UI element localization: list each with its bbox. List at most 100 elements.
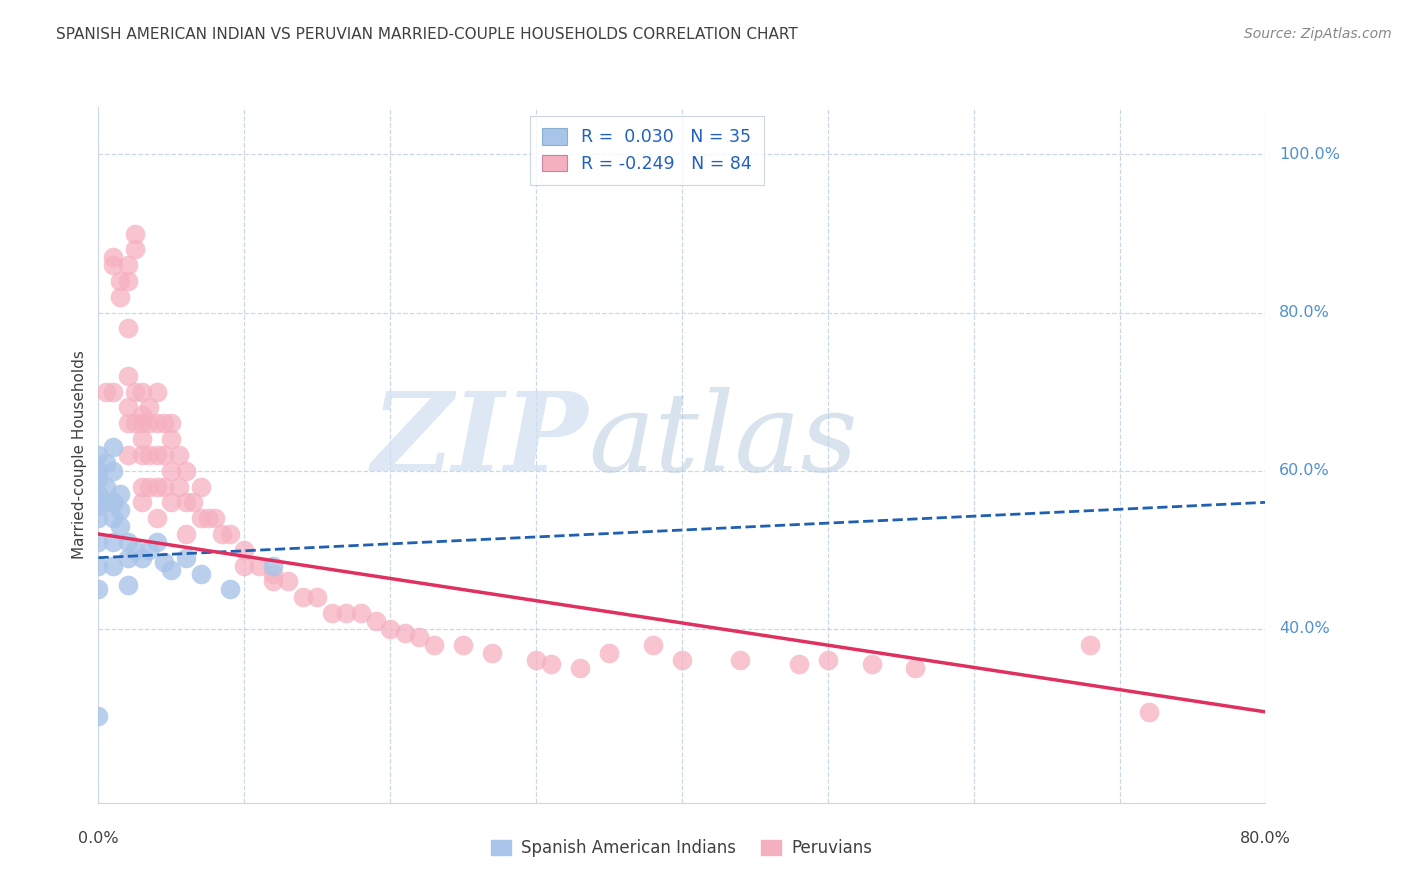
Point [160,563,183,577]
Point [153,417,176,431]
Point [124,227,146,241]
Point [146,417,169,431]
Point [101,250,124,264]
Text: Source: ZipAtlas.com: Source: ZipAtlas.com [1244,27,1392,41]
Point [124,417,146,431]
Point [204,511,226,525]
Point [146,448,169,462]
Point [160,417,183,431]
Point [174,495,197,509]
Point [94,384,117,399]
Point [117,448,139,462]
Point [153,555,176,569]
Point [138,542,160,557]
Point [101,495,124,509]
Point [131,409,153,423]
Point [321,606,343,620]
Point [671,653,693,667]
Point [394,625,416,640]
Point [117,321,139,335]
Point [110,290,132,304]
Point [138,401,160,415]
Point [101,440,124,454]
Point [262,574,284,589]
Point [124,384,146,399]
Point [117,417,139,431]
Point [350,606,373,620]
Point [87,448,110,462]
Point [117,550,139,565]
Point [190,511,212,525]
Point [101,464,124,478]
Point [167,448,190,462]
Point [87,472,110,486]
Y-axis label: Married-couple Households: Married-couple Households [72,351,87,559]
Point [160,432,183,446]
Point [87,582,110,597]
Text: 60.0%: 60.0% [1279,463,1330,478]
Point [131,448,153,462]
Point [481,646,503,660]
Point [110,503,132,517]
Point [117,258,139,272]
Point [160,464,183,478]
Point [117,534,139,549]
Point [262,566,284,581]
Point [101,495,124,509]
Point [117,401,139,415]
Point [117,578,139,592]
Point [167,479,190,493]
Point [174,550,197,565]
Point [598,646,620,660]
Point [540,657,562,672]
Point [524,653,547,667]
Point [860,657,883,672]
Point [101,558,124,573]
Text: 40.0%: 40.0% [1279,622,1330,636]
Point [124,542,146,557]
Point [190,479,212,493]
Text: SPANISH AMERICAN INDIAN VS PERUVIAN MARRIED-COUPLE HOUSEHOLDS CORRELATION CHART: SPANISH AMERICAN INDIAN VS PERUVIAN MARR… [56,27,799,42]
Point [110,487,132,501]
Point [451,638,474,652]
Text: ZIP: ZIP [373,387,589,495]
Point [146,511,169,525]
Legend: Spanish American Indians, Peruvians: Spanish American Indians, Peruvians [485,833,879,864]
Point [131,550,153,565]
Point [153,448,176,462]
Point [131,384,153,399]
Point [131,479,153,493]
Point [131,417,153,431]
Point [110,274,132,288]
Point [291,591,314,605]
Point [87,511,110,525]
Point [335,606,357,620]
Point [101,511,124,525]
Point [218,527,240,541]
Point [87,558,110,573]
Point [641,638,664,652]
Point [233,558,256,573]
Point [218,582,240,597]
Point [153,479,176,493]
Point [568,661,591,675]
Point [211,527,233,541]
Point [307,591,329,605]
Point [101,258,124,272]
Point [87,500,110,514]
Point [94,495,117,509]
Text: 80.0%: 80.0% [1279,305,1330,320]
Point [94,456,117,470]
Point [728,653,751,667]
Point [190,566,212,581]
Point [146,384,169,399]
Point [787,657,810,672]
Point [378,622,402,636]
Point [138,417,160,431]
Point [174,464,197,478]
Point [87,534,110,549]
Point [101,384,124,399]
Point [277,574,299,589]
Point [87,487,110,501]
Point [110,519,132,533]
